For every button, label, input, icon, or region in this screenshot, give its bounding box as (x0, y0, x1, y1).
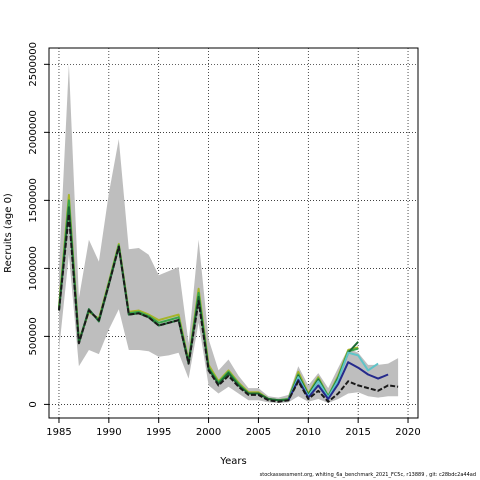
x-tick-label-6: 2015 (345, 427, 370, 438)
x-tick-label-7: 2020 (395, 427, 420, 438)
y-tick-label-1: 500000 (28, 317, 39, 355)
y-tick-label-2: 1000000 (28, 246, 39, 291)
x-tick-label-3: 2000 (196, 427, 221, 438)
y-tick-label-0: 0 (28, 401, 39, 407)
y-tick-label-5: 2500000 (28, 42, 39, 87)
series-line-black (58, 213, 399, 403)
series-lines (58, 193, 399, 403)
x-axis-title: Years (219, 456, 246, 467)
series-line-teal (287, 351, 379, 401)
confidence-band (59, 64, 399, 404)
y-tick-label-4: 2000000 (28, 110, 39, 155)
y-axis: 0 500000 1000000 1500000 2000000 2500000 (28, 42, 50, 408)
plot-area (48, 47, 419, 419)
y-tick-label-3: 1500000 (28, 178, 39, 223)
x-tick-label-4: 2005 (246, 427, 271, 438)
x-tick-label-2: 1995 (146, 427, 171, 438)
x-axis: 1985 1990 1995 2000 2005 2010 2015 2020 (46, 417, 421, 438)
footnote: stockassessment.org, whiting_6a_benchmar… (259, 472, 476, 478)
x-tick-label-1: 1990 (96, 427, 121, 438)
x-tick-label-0: 1985 (46, 427, 71, 438)
y-axis-title: Recruits (age 0) (3, 193, 14, 273)
x-tick-label-5: 2010 (296, 427, 321, 438)
